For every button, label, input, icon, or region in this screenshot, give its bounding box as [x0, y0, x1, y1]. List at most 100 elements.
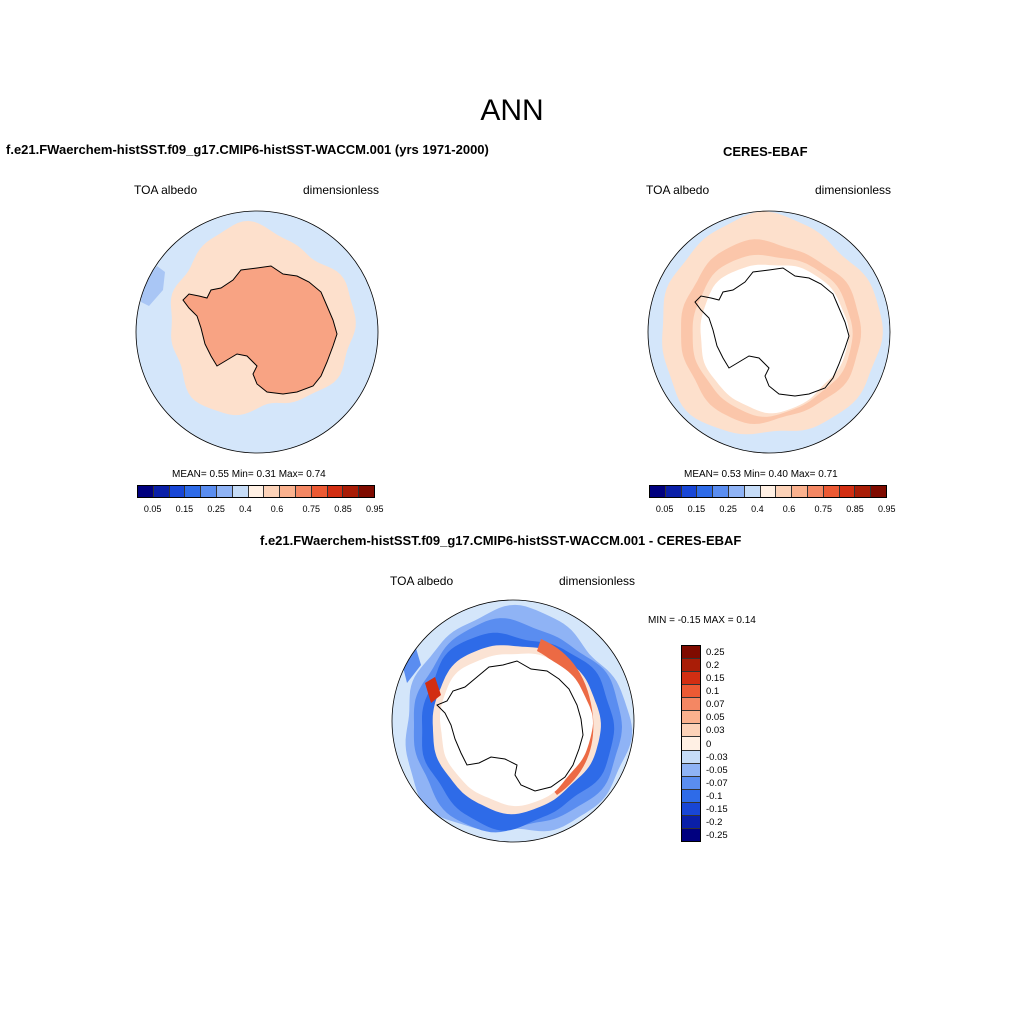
colorbar-swatch — [682, 802, 700, 816]
colorbar-swatch — [295, 486, 312, 497]
map-field — [648, 211, 890, 453]
panel-3-variable-label: TOA albedo — [390, 574, 454, 588]
colorbar-swatch — [697, 486, 714, 497]
antarctica-coastline — [182, 265, 338, 395]
colorbar-swatch — [728, 486, 745, 497]
colorbar-swatch — [311, 486, 328, 497]
panel-1-title: f.e21.FWaerchem-histSST.f09_g17.CMIP6-hi… — [6, 142, 489, 157]
colorbar-swatch — [823, 486, 840, 497]
panel-1-variable-label: TOA albedo — [134, 183, 198, 197]
colorbar-swatch — [682, 763, 700, 777]
low-albedo-region — [141, 266, 165, 306]
difference-colorbar — [681, 645, 701, 842]
panel-1-stats: MEAN= 0.55 Min= 0.31 Max= 0.74 — [172, 469, 326, 480]
colorbar-swatch — [776, 486, 793, 497]
colorbar-swatch — [760, 486, 777, 497]
colorbar-swatch — [839, 486, 856, 497]
colorbar-swatch — [327, 486, 344, 497]
colorbar-tick-label: 0.1 — [706, 685, 720, 697]
colorbar-swatch — [744, 486, 761, 497]
colorbar-swatch — [855, 486, 872, 497]
colorbar-tick-label: 0 — [706, 738, 712, 750]
colorbar-swatch — [185, 486, 202, 497]
diff-peninsula-positive — [425, 677, 441, 703]
panel-3-stats: MIN = -0.15 MAX = 0.14 — [648, 615, 756, 626]
colorbar-tick-label: 0.75 — [302, 504, 321, 514]
panel-2-stats: MEAN= 0.53 Min= 0.40 Max= 0.71 — [684, 469, 838, 480]
colorbar-swatch — [343, 486, 360, 497]
panel-2-colorbar — [649, 485, 887, 498]
colorbar-swatch — [280, 486, 296, 497]
colorbar-swatch — [682, 672, 700, 686]
panel-2-variable-label: TOA albedo — [646, 183, 710, 197]
colorbar-tick-label: 0.15 — [175, 504, 194, 514]
colorbar-tick-label: 0.6 — [782, 504, 796, 514]
colorbar-tick-label: 0.4 — [751, 504, 764, 514]
colorbar-tick-label: 0.25 — [207, 504, 225, 514]
missing-data-region — [700, 264, 849, 414]
panel-1-units-label: dimensionless — [303, 183, 380, 197]
panel-1-colorbar — [137, 485, 375, 498]
colorbar-tick-label: 0.15 — [687, 504, 706, 514]
colorbar-tick-label: -0.1 — [706, 791, 723, 803]
map-border — [135, 210, 379, 454]
colorbar-swatch — [232, 486, 249, 497]
colorbar-tick-label: -0.07 — [706, 777, 728, 789]
panel-2-title: CERES-EBAF — [723, 144, 808, 159]
main-title: ANN — [480, 94, 544, 127]
colorbar-swatch — [682, 685, 700, 699]
colorbar-swatch — [807, 486, 824, 497]
colorbar-tick-label: 0.95 — [366, 504, 384, 514]
colorbar-swatch — [682, 815, 700, 829]
colorbar-tick-label: -0.2 — [706, 817, 723, 829]
high-albedo-continent — [183, 266, 337, 394]
colorbar-tick-label: 0.05 — [143, 504, 162, 514]
colorbar-swatch — [682, 659, 700, 673]
panel-1-polar-map — [135, 210, 379, 454]
map-border — [647, 210, 891, 454]
colorbar-swatch — [682, 698, 700, 712]
colorbar-swatch — [682, 776, 700, 790]
colorbar-swatch — [682, 724, 700, 738]
colorbar-swatch — [681, 486, 698, 497]
map-border — [391, 599, 635, 843]
colorbar-tick-label: 0.2 — [706, 659, 720, 671]
colorbar-tick-label: 0.95 — [878, 504, 896, 514]
colorbar-swatch — [871, 486, 886, 497]
antarctica-coastline — [436, 660, 584, 792]
colorbar-tick-label: 0.15 — [706, 672, 725, 684]
colorbar-swatch — [201, 486, 217, 497]
colorbar-swatch — [713, 486, 729, 497]
colorbar-tick-label: 0.6 — [270, 504, 284, 514]
colorbar-swatch — [138, 486, 154, 497]
colorbar-tick-label: -0.25 — [706, 830, 728, 842]
colorbar-swatch — [682, 711, 700, 725]
antarctica-coastline — [694, 267, 850, 397]
colorbar-swatch — [650, 486, 666, 497]
colorbar-swatch — [682, 646, 700, 660]
colorbar-tick-label: -0.05 — [706, 764, 728, 776]
colorbar-tick-label: 0.03 — [706, 725, 725, 737]
diff-missing-region — [440, 653, 593, 807]
colorbar-swatch — [682, 828, 700, 841]
colorbar-tick-label: 0.85 — [846, 504, 864, 514]
colorbar-swatch — [248, 486, 265, 497]
colorbar-swatch — [682, 737, 700, 751]
colorbar-swatch — [216, 486, 233, 497]
colorbar-swatch — [169, 486, 186, 497]
colorbar-tick-label: 0.05 — [655, 504, 674, 514]
colorbar-tick-label: 0.07 — [706, 699, 725, 711]
colorbar-swatch — [682, 789, 700, 803]
diff-field — [392, 600, 634, 842]
panel-2-units-label: dimensionless — [815, 183, 892, 197]
panel-3-difference-map — [391, 599, 635, 843]
colorbar-swatch — [153, 486, 170, 497]
panel-3-title: f.e21.FWaerchem-histSST.f09_g17.CMIP6-hi… — [260, 533, 742, 548]
panel-3-units-label: dimensionless — [559, 574, 636, 588]
colorbar-tick-label: 0.85 — [334, 504, 352, 514]
colorbar-tick-label: 0.4 — [239, 504, 252, 514]
colorbar-tick-label: -0.03 — [706, 751, 728, 763]
panel-2-polar-map — [647, 210, 891, 454]
colorbar-swatch — [792, 486, 808, 497]
colorbar-swatch — [264, 486, 281, 497]
